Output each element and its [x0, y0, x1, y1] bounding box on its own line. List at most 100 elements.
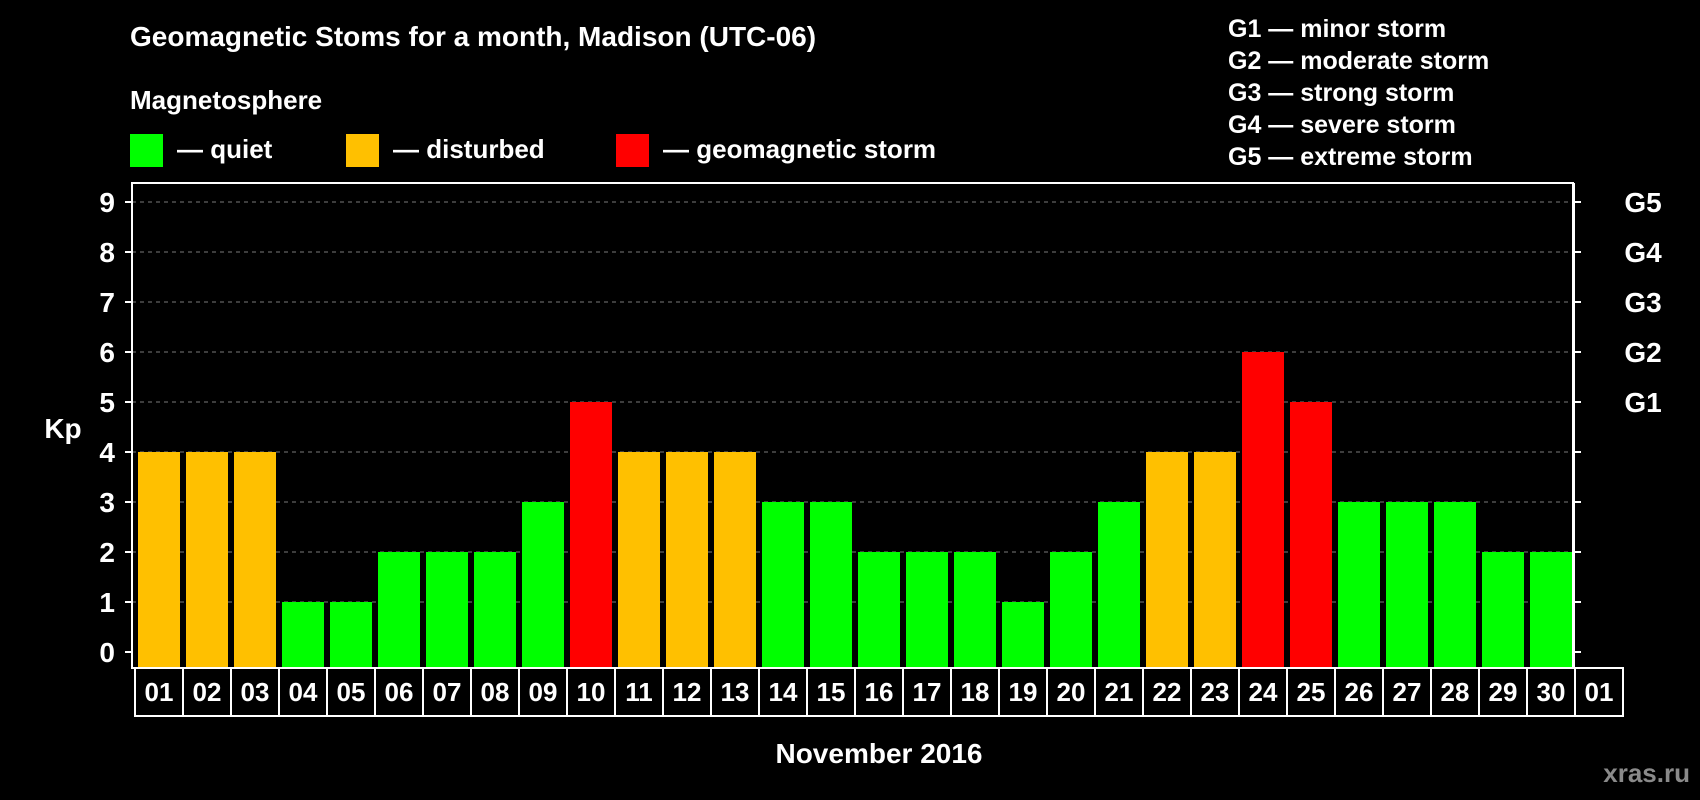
- storm-scale-item-0: G1 — minor storm: [1228, 15, 1446, 43]
- chart-title: Geomagnetic Stoms for a month, Madison (…: [130, 21, 816, 52]
- bar-4: [282, 602, 324, 668]
- x-tick-label-3: 03: [241, 677, 270, 707]
- bar-29: [1482, 552, 1524, 668]
- bar-3: [234, 452, 276, 668]
- right-axis-label-G5: G5: [1624, 187, 1661, 218]
- bar-14: [762, 502, 804, 668]
- bar-2: [186, 452, 228, 668]
- watermark: xras.ru: [1603, 758, 1690, 788]
- legend: — quiet — disturbed — geomagnetic storm: [130, 134, 936, 167]
- x-tick-label-26: 26: [1345, 677, 1374, 707]
- y-tick-label-4: 4: [99, 437, 115, 468]
- x-tick-label-8: 08: [481, 677, 510, 707]
- storm-scale-item-4: G5 — extreme storm: [1228, 143, 1473, 171]
- x-tick-label-24: 24: [1249, 677, 1278, 707]
- right-axis-label-G1: G1: [1624, 387, 1661, 418]
- x-tick-label-20: 20: [1057, 677, 1086, 707]
- y-axis-label: Kp: [44, 413, 81, 444]
- x-tick-label-21: 21: [1105, 677, 1134, 707]
- x-tick-label-12: 12: [673, 677, 702, 707]
- bar-15: [810, 502, 852, 668]
- y-tick-label-0: 0: [99, 637, 115, 668]
- x-tick-label-16: 16: [865, 677, 894, 707]
- bar-22: [1146, 452, 1188, 668]
- bar-17: [906, 552, 948, 668]
- storm-scale-item-1: G2 — moderate storm: [1228, 47, 1489, 75]
- x-axis-label: November 2016: [775, 738, 982, 769]
- bar-10: [570, 402, 612, 668]
- storm-scale-legend: G1 — minor storm G2 — moderate storm G3 — …: [1228, 15, 1489, 171]
- x-tick-label-17: 17: [913, 677, 942, 707]
- x-tick-label-23: 23: [1201, 677, 1230, 707]
- right-axis-label-G3: G3: [1624, 287, 1661, 318]
- y-tick-label-9: 9: [99, 187, 115, 218]
- bar-11: [618, 452, 660, 668]
- bar-28: [1434, 502, 1476, 668]
- y-tick-label-3: 3: [99, 487, 115, 518]
- bar-13: [714, 452, 756, 668]
- right-axis-label-G4: G4: [1624, 237, 1662, 268]
- legend-swatch-2: [616, 134, 649, 167]
- x-tick-label-14: 14: [769, 677, 798, 707]
- bar-8: [474, 552, 516, 668]
- x-tick-label-27: 27: [1393, 677, 1422, 707]
- legend-label-1: — disturbed: [393, 134, 545, 164]
- bar-6: [378, 552, 420, 668]
- y-tick-label-1: 1: [99, 587, 115, 618]
- x-tick-label-1: 01: [145, 677, 174, 707]
- legend-label-0: — quiet: [177, 134, 273, 164]
- legend-swatch-0: [130, 134, 163, 167]
- bar-27: [1386, 502, 1428, 668]
- x-tick-label-4: 04: [289, 677, 318, 707]
- storm-scale-item-3: G4 — severe storm: [1228, 111, 1456, 139]
- x-axis: 01 02 03 04 05 06 07 08 09 10 11 12 13 14 15 16 17 18 19 20…: [134, 667, 1624, 717]
- grid-lines: [132, 201, 1573, 603]
- x-tick-label-11: 11: [625, 677, 653, 707]
- x-tick-label-31: 01: [1585, 677, 1614, 707]
- right-axis: G1 G2 G3 G4 G5: [1573, 187, 1662, 653]
- bar-30: [1530, 552, 1572, 668]
- x-tick-label-2: 02: [193, 677, 222, 707]
- x-tick-label-10: 10: [577, 677, 606, 707]
- legend-heading: Magnetosphere: [130, 85, 322, 115]
- x-tick-label-29: 29: [1489, 677, 1518, 707]
- y-tick-label-2: 2: [99, 537, 115, 568]
- bar-1: [138, 452, 180, 668]
- x-tick-label-7: 07: [433, 677, 462, 707]
- bar-21: [1098, 502, 1140, 668]
- bars: [138, 352, 1572, 668]
- x-tick-label-13: 13: [721, 677, 750, 707]
- y-axis: 0 1 2 3 4 5 6 7 8 9: [99, 187, 132, 668]
- bar-26: [1338, 502, 1380, 668]
- bar-5: [330, 602, 372, 668]
- bar-7: [426, 552, 468, 668]
- legend-swatch-1: [346, 134, 379, 167]
- bar-25: [1290, 402, 1332, 668]
- bar-24: [1242, 352, 1284, 668]
- y-tick-label-7: 7: [99, 287, 115, 318]
- bar-19: [1002, 602, 1044, 668]
- bar-9: [522, 502, 564, 668]
- x-tick-label-19: 19: [1009, 677, 1038, 707]
- bar-16: [858, 552, 900, 668]
- legend-label-2: — geomagnetic storm: [663, 134, 936, 164]
- right-axis-label-G2: G2: [1624, 337, 1661, 368]
- storm-scale-item-2: G3 — strong storm: [1228, 79, 1454, 107]
- x-tick-label-22: 22: [1153, 677, 1182, 707]
- bar-23: [1194, 452, 1236, 668]
- x-tick-label-15: 15: [817, 677, 846, 707]
- x-tick-label-9: 09: [529, 677, 558, 707]
- bar-20: [1050, 552, 1092, 668]
- y-tick-label-8: 8: [99, 237, 115, 268]
- bar-18: [954, 552, 996, 668]
- x-tick-label-5: 05: [337, 677, 366, 707]
- x-axis-box: [134, 667, 1624, 717]
- x-tick-label-18: 18: [961, 677, 990, 707]
- y-tick-label-6: 6: [99, 337, 115, 368]
- x-tick-label-6: 06: [385, 677, 414, 707]
- x-tick-label-28: 28: [1441, 677, 1470, 707]
- bar-12: [666, 452, 708, 668]
- y-tick-label-5: 5: [99, 387, 115, 418]
- x-tick-label-30: 30: [1537, 677, 1566, 707]
